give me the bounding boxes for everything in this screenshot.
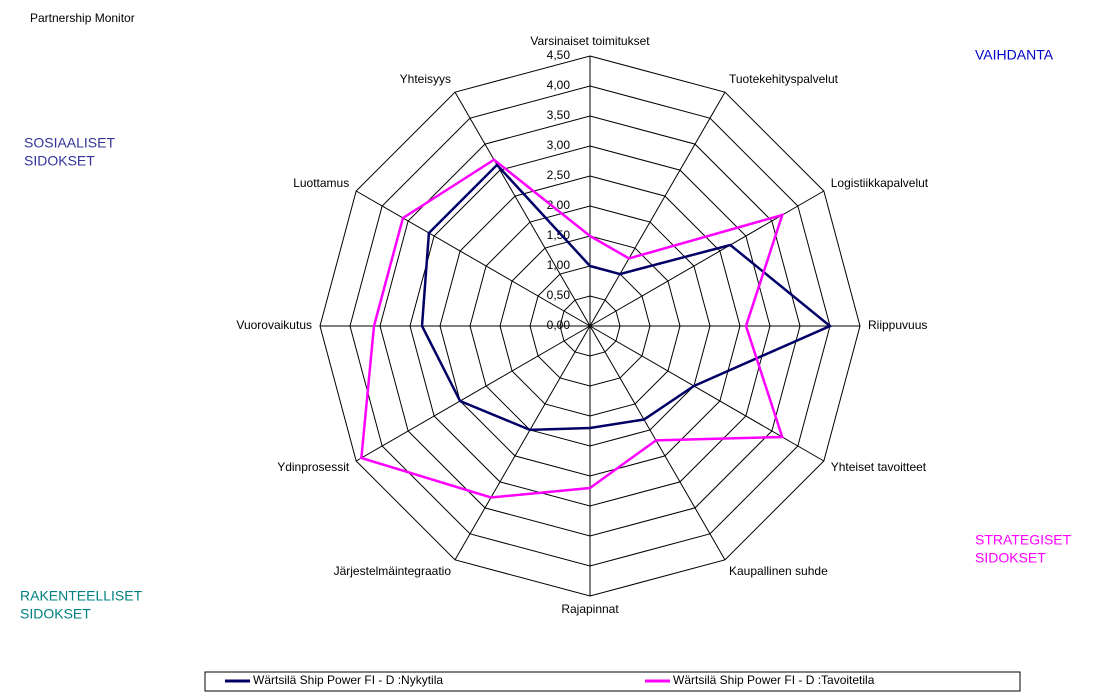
annotation: RAKENTEELLISET [20,588,143,604]
spoke [355,325,591,462]
category-label: Järjestelmäintegraatio [334,564,452,578]
r-tick-label: 3,50 [547,108,571,122]
r-tick-label: 4,50 [547,48,571,62]
category-label: Ydinprosessit [277,460,350,474]
category-label: Luottamus [293,176,349,190]
series-line [420,163,833,432]
category-label: Riippuvuus [868,318,927,332]
spoke [589,91,726,327]
category-label: Logistiikkapalvelut [831,176,929,190]
r-tick-label: 2,50 [547,168,571,182]
category-label: Rajapinnat [561,602,619,616]
r-tick-label: 0,00 [547,318,571,332]
category-label: Yhteisyys [400,72,451,86]
annotation: SOSIAALISET [24,135,115,151]
spoke [454,325,591,561]
chart-title: Partnership Monitor [30,11,135,25]
annotation: SIDOKSET [24,153,95,169]
spoke [589,325,726,561]
legend-label: Wärtsilä Ship Power FI - D :Tavoitetila [673,673,875,687]
spoke [589,190,825,327]
annotation: STRATEGISET [975,532,1072,548]
category-label: Kaupallinen suhde [729,564,828,578]
r-tick-label: 1,00 [547,258,571,272]
r-tick-label: 3,00 [547,138,571,152]
category-label: Varsinaiset toimitukset [530,34,650,48]
annotation: VAIHDANTA [975,47,1054,63]
category-label: Tuotekehityspalvelut [729,72,839,86]
legend-label: Wärtsilä Ship Power FI - D :Nykytila [253,673,443,687]
spoke [454,91,591,327]
series-line [360,158,785,499]
category-label: Yhteiset tavoitteet [831,460,927,474]
r-tick-label: 0,50 [547,288,571,302]
legend-box [204,671,1021,692]
annotation: SIDOKSET [20,606,91,622]
spoke [589,325,825,462]
spoke [355,190,591,327]
r-tick-label: 2,00 [547,198,571,212]
annotation: SIDOKSET [975,550,1046,566]
category-label: Vuorovaikutus [236,318,312,332]
r-tick-label: 4,00 [547,78,571,92]
